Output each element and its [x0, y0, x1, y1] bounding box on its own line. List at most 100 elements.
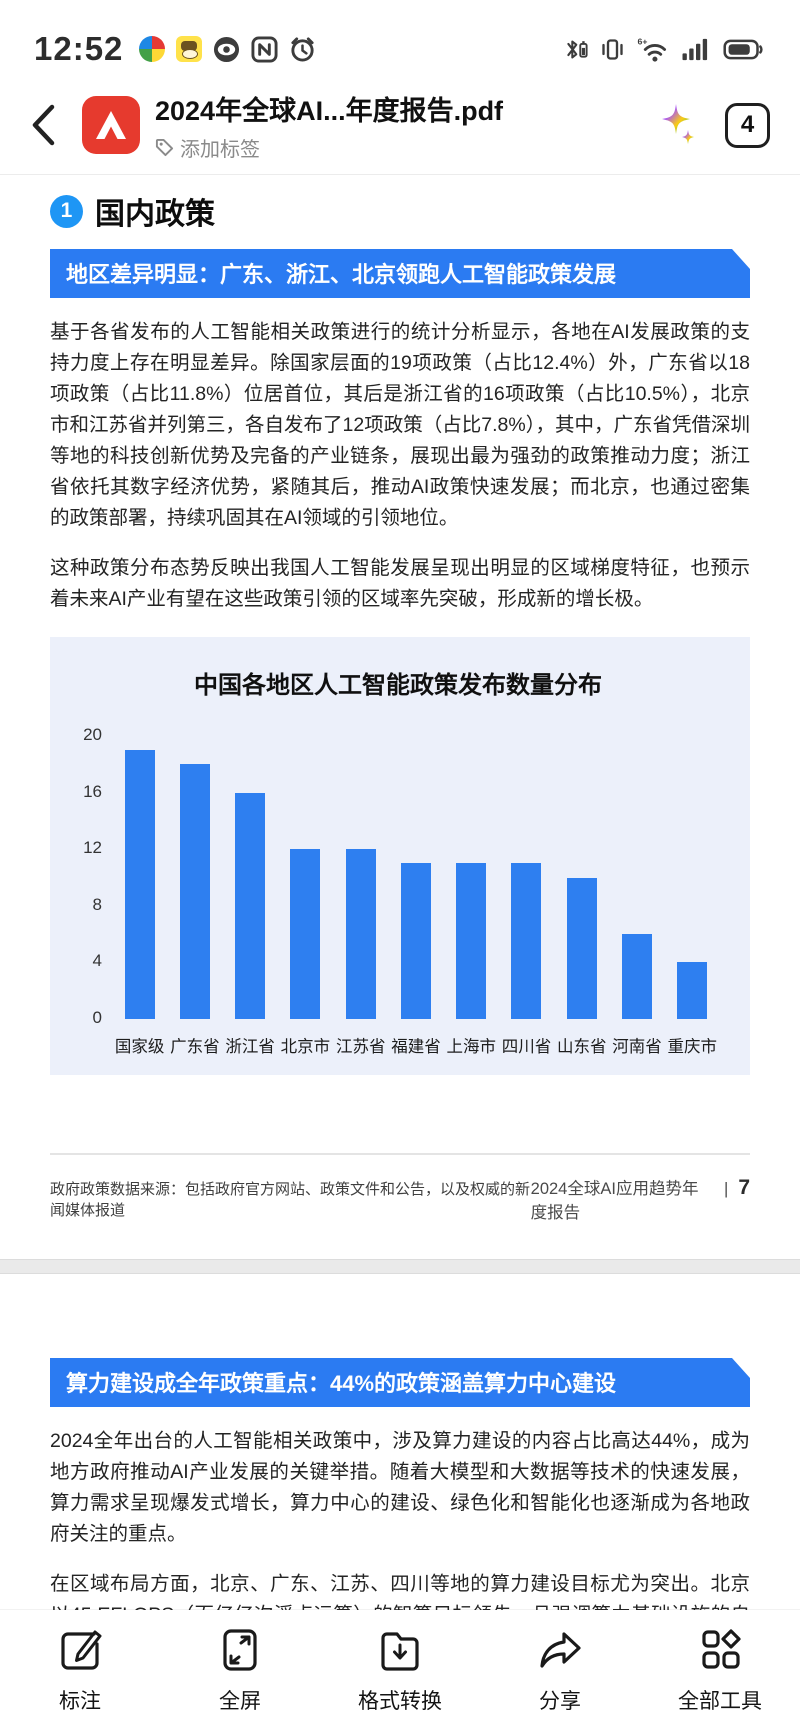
page-separator: [0, 1259, 800, 1274]
chart-bar: [622, 934, 653, 1019]
chart-bar-column: [444, 736, 499, 1019]
chart-x-label: 江苏省: [335, 1038, 386, 1056]
section-title: 国内政策: [95, 198, 215, 231]
tool-label: 全屏: [219, 1690, 261, 1713]
document-info: 2024年全球AI...年度报告.pdf 添加标签: [155, 89, 503, 162]
add-tag-label: 添加标签: [180, 138, 260, 161]
body-paragraph: 这种政策分布态势反映出我国人工智能发展呈现出明显的区域梯度特征，也预示着未来AI…: [50, 557, 750, 610]
tag-icon: [155, 138, 174, 156]
chart-x-label: 国家级: [114, 1038, 165, 1056]
tool-label: 分享: [539, 1690, 581, 1713]
chart-y-tick: 16: [83, 781, 102, 801]
clock-time: 12:52: [34, 30, 124, 67]
pdf-page-8: 算力建设成全年政策重点：44%的政策涵盖算力中心建设 2024全年出台的人工智能…: [0, 1274, 800, 1727]
chart-x-label: 河南省: [612, 1038, 662, 1056]
chart-x-label: 浙江省: [225, 1038, 275, 1056]
chart-bars: [112, 736, 720, 1019]
highlight-banner: 算力建设成全年政策重点：44%的政策涵盖算力中心建设: [50, 1358, 750, 1407]
page-footer: 政府政策数据来源：包括政府官方网站、政策文件和公告，以及权威的新闻媒体报道 20…: [50, 1153, 750, 1259]
chart-x-label: 四川省: [501, 1038, 552, 1056]
pdf-logo-glyph: [96, 111, 126, 139]
report-footer: 2024全球AI应用趋势年度报告 | 7: [531, 1175, 750, 1223]
chart-y-tick: 8: [92, 894, 102, 914]
chart-bar: [677, 962, 708, 1019]
bluetooth-battery-icon: [567, 40, 588, 58]
chart-bar: [345, 849, 376, 1019]
all-tools-grid-icon: [702, 1629, 741, 1669]
tool-label: 全部工具: [678, 1690, 762, 1713]
chart-y-tick: 4: [92, 951, 102, 971]
chart-bar: [235, 792, 266, 1019]
share-button[interactable]: 分享: [480, 1624, 640, 1715]
add-tag-button[interactable]: 添加标签: [155, 133, 503, 162]
tool-label: 标注: [59, 1690, 101, 1713]
wifi6-icon: 6+: [638, 36, 667, 62]
eye-icon: [214, 36, 240, 62]
chart-bar: [566, 877, 597, 1019]
alarm-clock-icon: [291, 36, 314, 62]
chart-plot-area: 20 16 12 8 4 0: [83, 725, 720, 1027]
pinwheel-app-icon: [139, 36, 166, 62]
all-tools-button[interactable]: 全部工具: [640, 1624, 800, 1715]
convert-folder-icon: [381, 1632, 419, 1671]
back-button[interactable]: [30, 103, 64, 147]
chart-bar-column: [167, 736, 222, 1019]
chart-x-axis-labels: 国家级 广东省 浙江省 北京市 江苏省 福建省 上海市 四川省 山东省 河南省 重庆市: [112, 1033, 720, 1057]
chart-bar: [400, 863, 431, 1019]
fullscreen-button[interactable]: 全屏: [160, 1624, 320, 1715]
chart-x-label: 上海市: [446, 1038, 496, 1056]
section-heading: 1 国内政策: [50, 175, 750, 233]
chart-bar-column: [278, 736, 333, 1019]
chart-bar: [511, 863, 542, 1019]
section-number-badge: 1: [50, 194, 83, 228]
chevron-left-icon: [32, 104, 55, 146]
tab-counter-button[interactable]: 4: [725, 102, 770, 148]
bottom-toolbar: 标注 全屏 格式转换 分享 全部工具: [0, 1610, 800, 1727]
tab-count: 4: [740, 111, 755, 138]
system-status-icons: 6+: [562, 36, 766, 63]
fullscreen-icon: [223, 1629, 257, 1671]
notification-icons: [139, 35, 316, 63]
highlight-banner: 地区差异明显：广东、浙江、北京领跑人工智能政策发展: [50, 249, 750, 298]
share-arrow-icon: [540, 1632, 581, 1668]
chart-title: 中国各地区人工智能政策发布数量分布: [194, 672, 602, 699]
chart-x-label: 福建省: [391, 1038, 441, 1056]
chart-bar-column: [333, 736, 388, 1019]
svg-text:6+: 6+: [638, 36, 648, 46]
data-source-note: 政府政策数据来源：包括政府官方网站、政策文件和公告，以及权威的新闻媒体报道: [50, 1181, 531, 1219]
report-title: 2024全球AI应用趋势年度报告: [530, 1180, 699, 1222]
chart-bar: [290, 849, 321, 1019]
chart-x-label: 广东省: [170, 1038, 220, 1056]
chart-bar: [124, 750, 155, 1019]
annotate-button[interactable]: 标注: [0, 1624, 160, 1715]
chart-bar-column: [112, 736, 167, 1019]
chart-bar-column: [223, 736, 278, 1019]
chart-x-label: 北京市: [280, 1038, 331, 1056]
chart-bar: [456, 863, 487, 1019]
chart-y-tick: 12: [83, 838, 102, 858]
format-convert-button[interactable]: 格式转换: [320, 1624, 480, 1715]
chart-bar-column: [609, 736, 664, 1019]
chart-bar-column: [388, 736, 443, 1019]
pdf-app-icon: [82, 96, 140, 154]
chart-y-tick: 20: [83, 725, 102, 744]
chart-bar-column: [499, 736, 554, 1019]
pdf-page-7: 1 国内政策 地区差异明显：广东、浙江、北京领跑人工智能政策发展 基于各省发布的…: [0, 175, 800, 1259]
chart-x-label: 重庆市: [667, 1038, 718, 1056]
battery-icon: [723, 39, 763, 59]
ai-sparkle-button[interactable]: [653, 102, 699, 148]
nfc-icon: [251, 35, 278, 63]
footer-separator: |: [724, 1180, 729, 1198]
document-title: 2024年全球AI...年度报告.pdf: [155, 95, 504, 126]
page-number: 7: [738, 1176, 750, 1199]
signal-bars-icon: [682, 38, 708, 60]
vibrate-icon: [602, 38, 623, 60]
status-bar: 12:52 6+: [0, 0, 800, 84]
policy-bar-chart: 中国各地区人工智能政策发布数量分布 20 16 12 8 4 0 国家级 广东省 浙江省 北京市…: [50, 637, 750, 1075]
annotate-pencil-icon: [61, 1630, 102, 1670]
chart-bar-column: [665, 736, 720, 1019]
tool-label: 格式转换: [358, 1690, 442, 1713]
app-header: 2024年全球AI...年度报告.pdf 添加标签 4: [0, 84, 800, 175]
chart-bar: [179, 764, 210, 1019]
body-paragraph: 2024全年出台的人工智能相关政策中，涉及算力建设的内容占比高达44%，成为地方…: [50, 1430, 750, 1545]
